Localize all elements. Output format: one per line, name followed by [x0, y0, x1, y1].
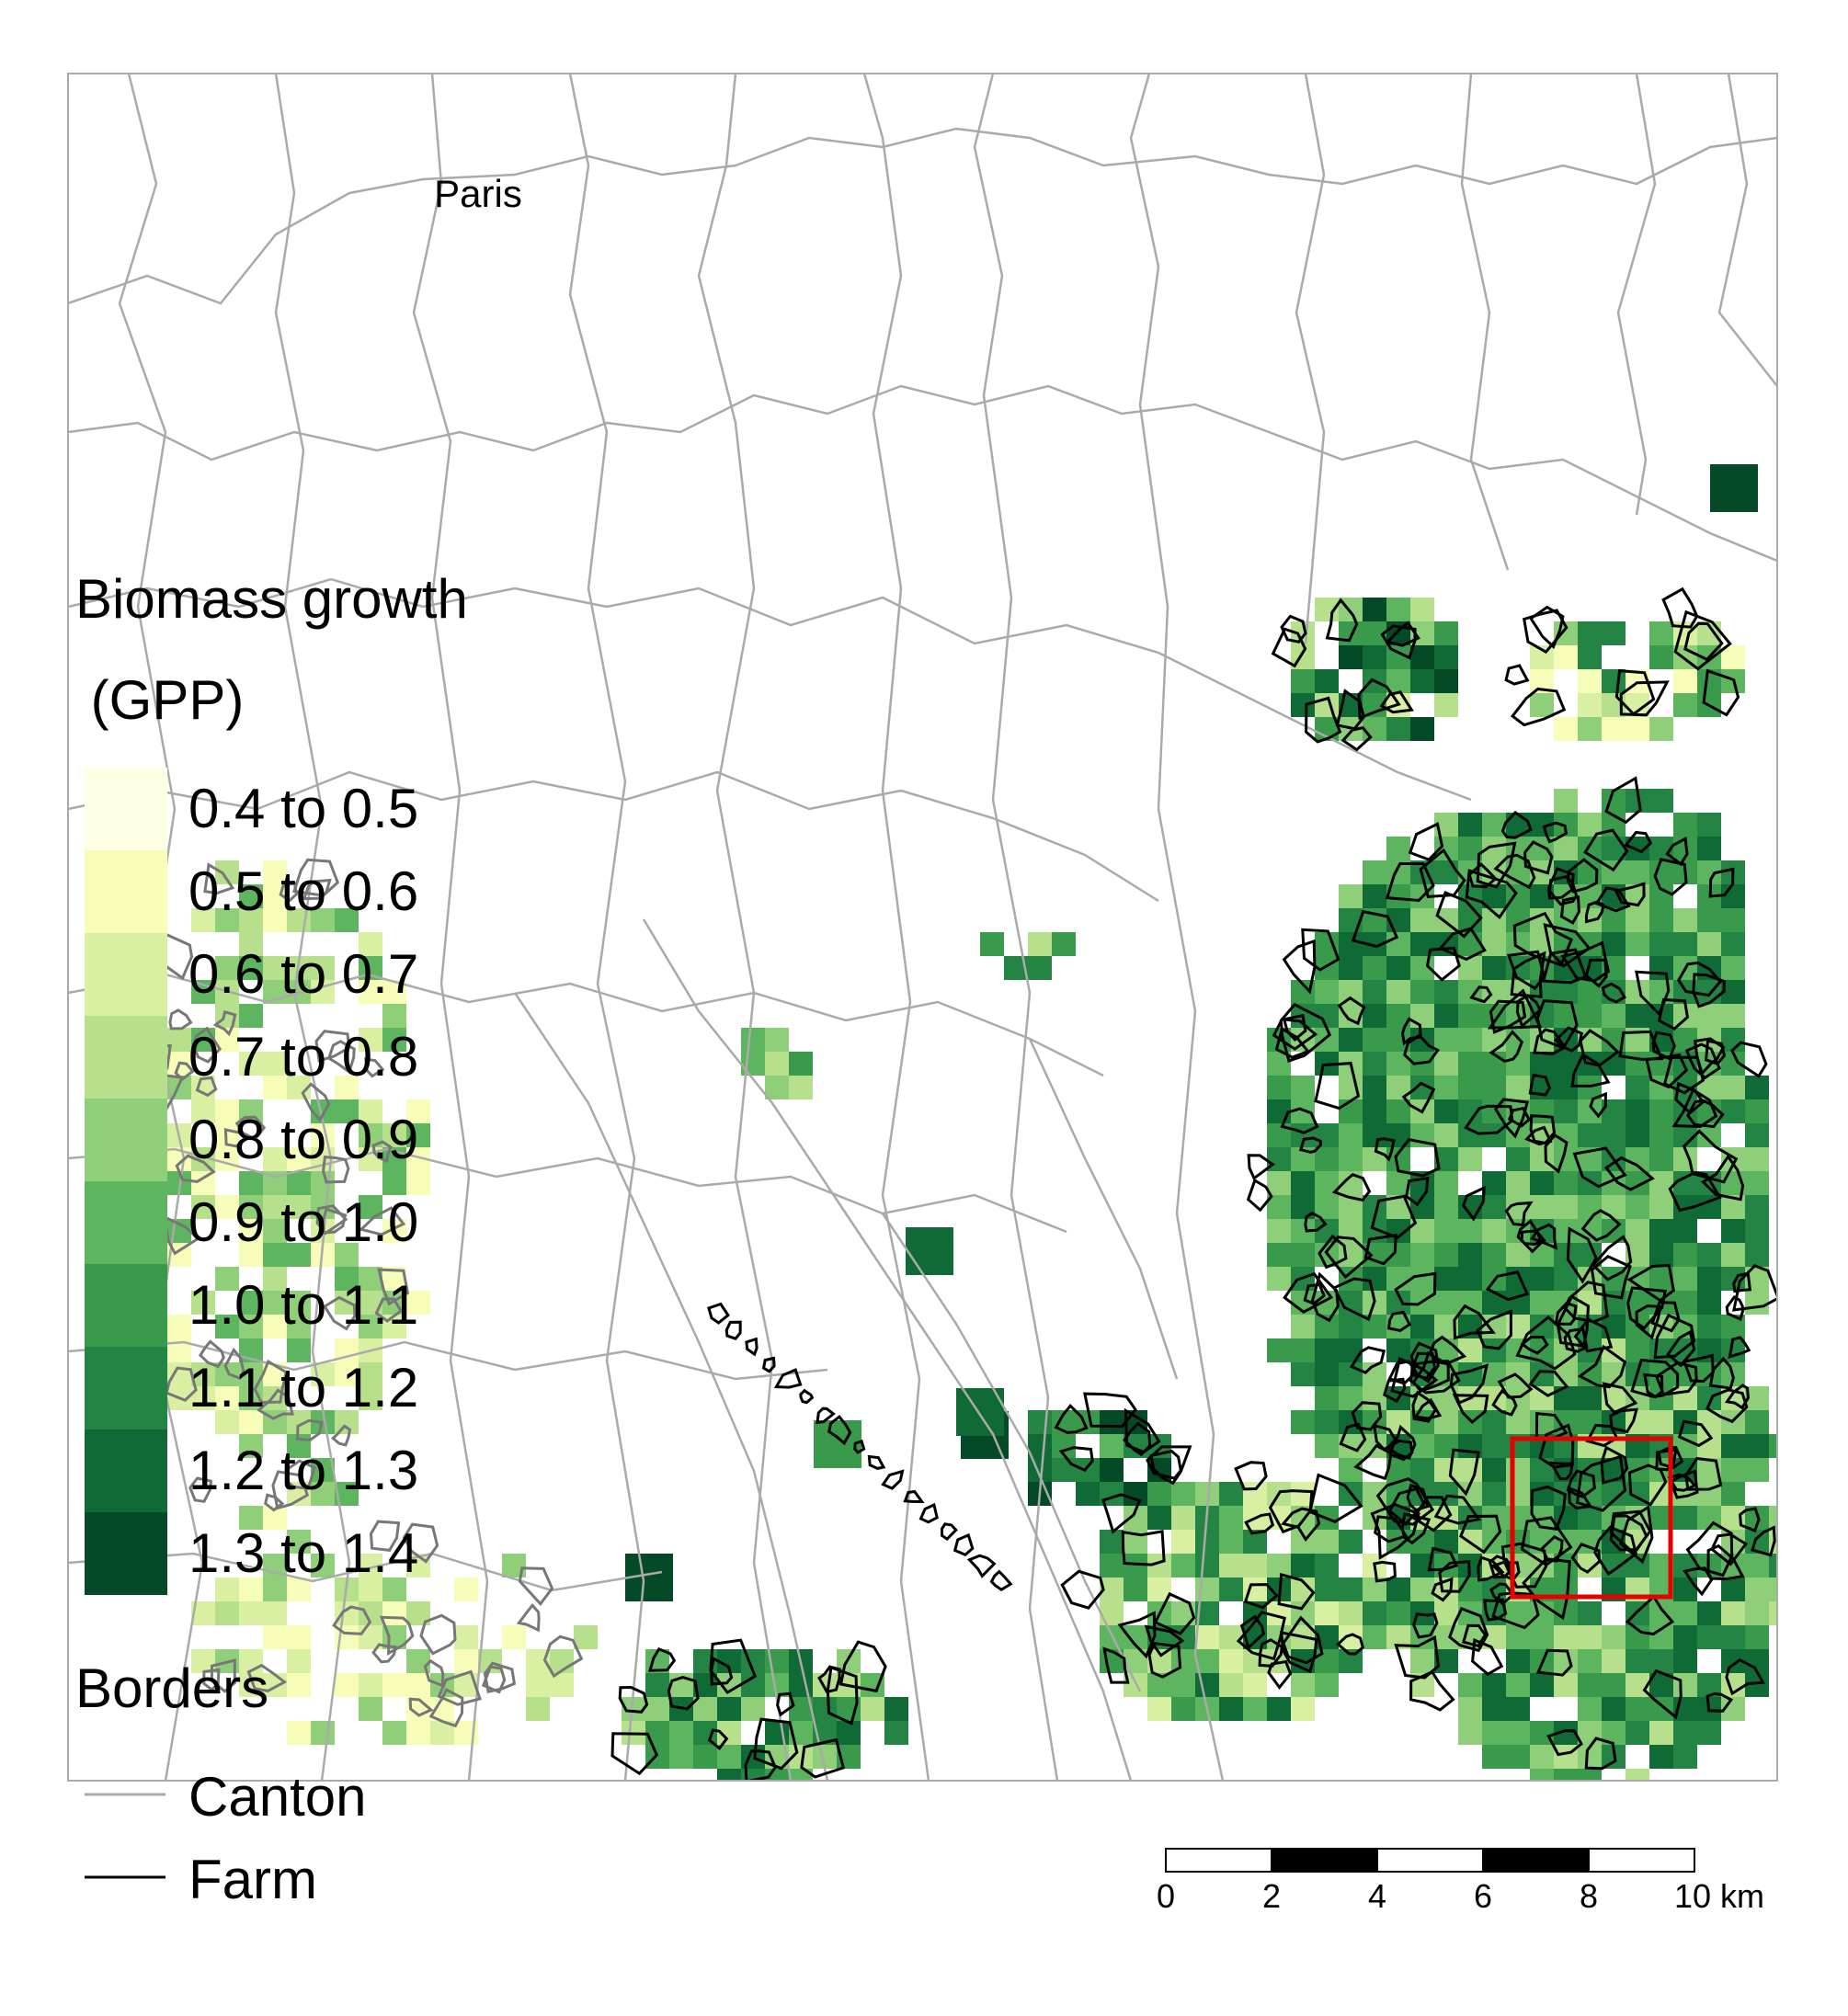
legend-class-label: 0.9 to 1.0 — [188, 1191, 418, 1253]
legend-class-label: 0.8 to 0.9 — [188, 1109, 418, 1170]
scale-bar-tick-label: 8 — [1580, 1877, 1598, 1915]
legend-class-label: 0.6 to 0.7 — [188, 943, 418, 1005]
legend-class-label: 0.5 to 0.6 — [188, 860, 418, 922]
legend-swatch — [85, 1264, 167, 1347]
legend: Biomass growth (GPP) 0.4 to 0.5 0.5 to 0.… — [75, 568, 468, 1910]
scale-bar: 0 2 4 6 8 10 km — [1157, 1848, 1764, 1915]
legend-swatch — [85, 1099, 167, 1181]
scale-bar-tick-label: 10 km — [1674, 1877, 1764, 1915]
legend-canton-label: Canton — [188, 1766, 366, 1828]
scale-bar-segment — [1482, 1848, 1590, 1873]
scale-bar-tick-label: 6 — [1474, 1877, 1492, 1915]
study-area-highlight — [1510, 1436, 1673, 1600]
scale-bar-tick-label: 0 — [1157, 1877, 1175, 1915]
legend-class-label: 1.3 to 1.4 — [188, 1522, 418, 1584]
legend-swatch — [85, 933, 167, 1016]
legend-class-label: 1.2 to 1.3 — [188, 1440, 418, 1501]
city-label-paris: Paris — [434, 172, 522, 215]
legend-borders-title: Borders — [75, 1657, 268, 1719]
legend-title: Biomass growth — [75, 568, 468, 630]
legend-class-label: 1.1 to 1.2 — [188, 1357, 418, 1418]
farm-borders — [610, 587, 1777, 1781]
scale-bar-segment — [1588, 1848, 1695, 1873]
legend-farm-label: Farm — [188, 1849, 317, 1910]
legend-class-label: 1.0 to 1.1 — [188, 1274, 418, 1336]
legend-swatch — [85, 1347, 167, 1429]
legend-swatch — [85, 768, 167, 850]
canton-borders — [68, 74, 1777, 1781]
map-frame — [67, 73, 1778, 1782]
scale-bar-segment — [1165, 1848, 1272, 1873]
scale-bar-segment — [1376, 1848, 1484, 1873]
scale-bar-tick-label: 2 — [1262, 1877, 1281, 1915]
legend-swatch — [85, 850, 167, 933]
legend-class-label: 0.7 to 0.8 — [188, 1026, 418, 1088]
scale-bar-segment — [1271, 1848, 1378, 1873]
legend-class-label: 0.4 to 0.5 — [188, 778, 418, 839]
legend-classes: 0.4 to 0.5 0.5 to 0.6 0.6 to 0.7 0.7 to 0.8… — [85, 768, 418, 1595]
legend-subtitle: (GPP) — [75, 669, 244, 731]
legend-swatch — [85, 1429, 167, 1512]
legend-swatch — [85, 1016, 167, 1099]
scale-bar-tick-label: 4 — [1368, 1877, 1386, 1915]
legend-swatch — [85, 1512, 167, 1595]
legend-swatch — [85, 1181, 167, 1264]
